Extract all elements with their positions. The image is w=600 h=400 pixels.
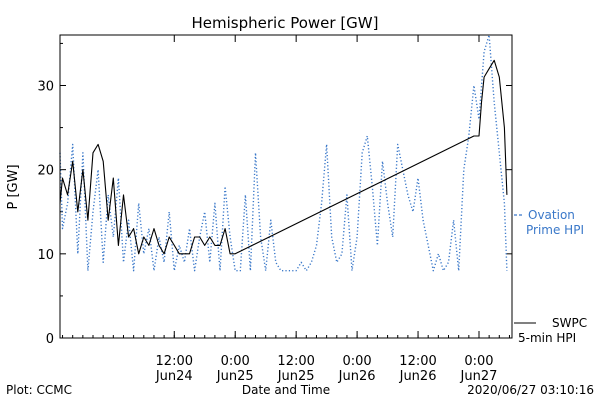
x-tick-time-label: 0:00 [342,354,371,369]
plot-frame [59,34,513,339]
y-tick-label: 20 [37,164,54,179]
legend-ovation-label-line1: Ovation [528,208,575,222]
y-tick-label: 10 [37,248,54,263]
legend-swpc-label-line2: 5-min HPI [518,331,576,345]
x-axis-label: Date and Time [242,383,330,397]
x-tick-time-label: 12:00 [277,354,314,369]
legend-ovation-label-line2: Prime HPI [526,223,584,237]
chart-title: Hemispheric Power [GW] [192,14,379,32]
x-ticks: 12:00Jun240:00Jun2512:00Jun250:00Jun2612… [62,35,510,384]
x-tick-date-label: Jun27 [460,369,498,384]
x-tick-time-label: 0:00 [464,354,493,369]
x-tick-time-label: 0:00 [221,354,250,369]
x-tick-time-label: 12:00 [399,354,436,369]
x-tick-date-label: Jun25 [216,369,254,384]
legend-swpc-label-line1: SWPC [552,316,587,330]
y-axis-label: P [GW] [6,164,21,209]
x-tick-date-label: Jun24 [155,369,193,384]
y-tick-label: 30 [37,80,54,95]
x-tick-time-label: 12:00 [156,354,193,369]
x-tick-date-label: Jun25 [277,369,315,384]
plot-series [59,34,508,272]
y-tick-label: 0 [46,332,54,347]
series-line-ovation-prime-hpi [59,34,508,272]
timestamp: 2020/06/27 03:10:16 [467,383,594,397]
series-line-swpc-hpi [59,59,508,255]
y-ticks: 0 10 20 30 [37,42,512,347]
x-tick-date-label: Jun26 [338,369,376,384]
x-tick-date-label: Jun26 [399,369,437,384]
plot-credit: Plot: CCMC [6,383,72,397]
